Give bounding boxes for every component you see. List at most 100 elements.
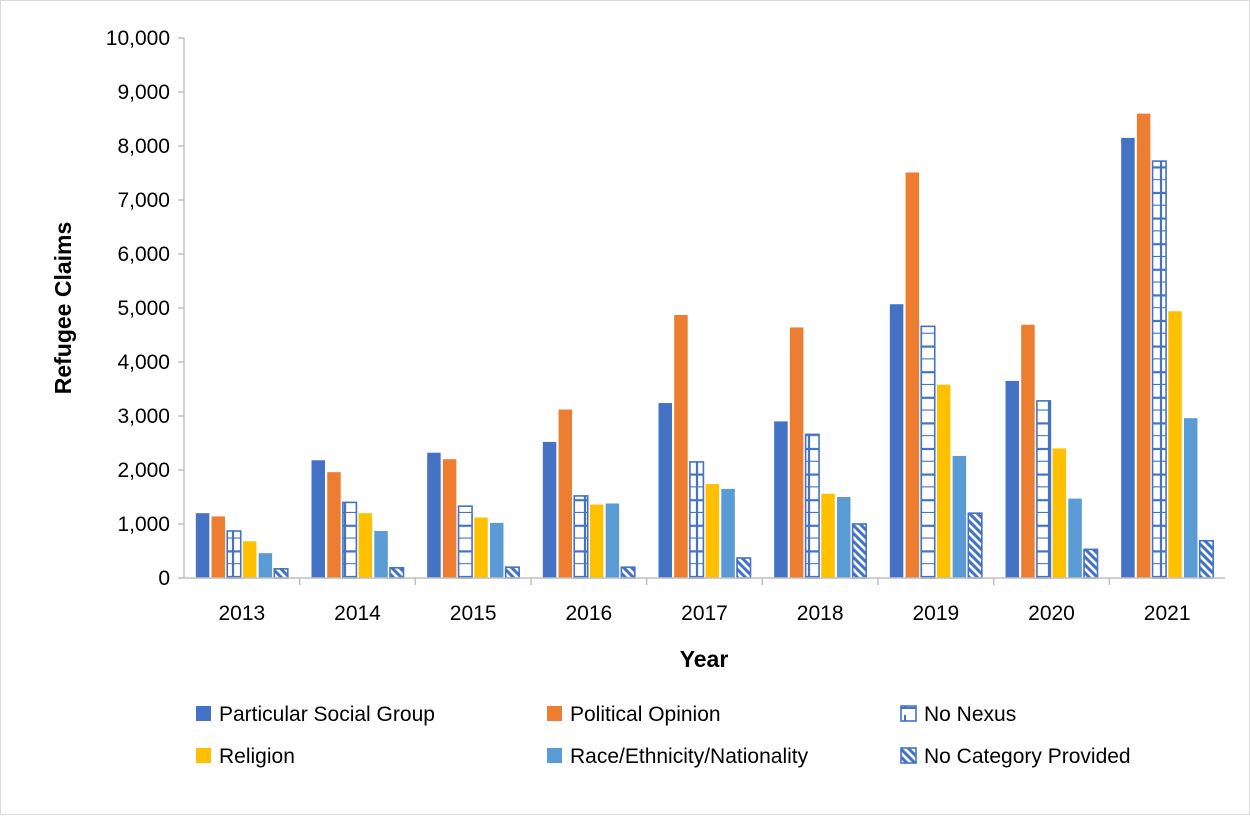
bar-race-ethnicity-nationality-2017 (721, 488, 735, 578)
bar-religion-2021 (1168, 311, 1182, 578)
legend-swatch (900, 747, 917, 764)
bar-political-opinion-2019 (905, 172, 920, 578)
bar-religion-2013 (242, 541, 257, 578)
bar-no-nexus-2015 (457, 505, 473, 579)
x-tick-label: 2020 (1028, 602, 1075, 625)
bar-no-nexus-2021 (1151, 160, 1167, 579)
bar-no-category-provided-2021 (1198, 539, 1214, 579)
bar-particular-social-group-2013 (195, 513, 210, 578)
bar-particular-social-group-2017 (658, 403, 672, 578)
bar-race-ethnicity-nationality-2019 (952, 455, 967, 578)
legend: Particular Social Group Political Opinion… (196, 703, 1131, 768)
bar-no-category-provided-2018 (851, 523, 867, 579)
bar-political-opinion-2014 (327, 472, 341, 578)
bar-no-nexus-2013 (226, 530, 242, 579)
bar-religion-2017 (705, 484, 720, 578)
bar-no-category-provided-2015 (504, 566, 520, 579)
bar-race-ethnicity-nationality-2020 (1068, 498, 1082, 578)
y-tick-label: 6,000 (117, 243, 170, 266)
y-axis-ticks: 0 1,000 2,000 3,000 4,000 5,000 6,000 7,000 8,00… (106, 27, 184, 590)
legend-swatch (547, 706, 562, 721)
bar-religion-2019 (936, 384, 951, 578)
legend-label: Race/Ethnicity/Nationality (570, 745, 809, 768)
bar-no-nexus-2017 (689, 461, 705, 579)
bar-race-ethnicity-nationality-2013 (258, 553, 273, 578)
bar-political-opinion-2018 (789, 327, 804, 578)
legend-item-no-nexus: No Nexus (900, 703, 1016, 726)
legend-label: No Category Provided (924, 745, 1131, 768)
y-axis-title: Refugee Claims (50, 222, 76, 395)
x-axis-ticks: 2013 2014 2015 2016 2017 2018 2019 2020 2021 (218, 578, 1191, 625)
bar-particular-social-group-2021 (1121, 137, 1135, 578)
bar-religion-2018 (821, 493, 835, 578)
bar-race-ethnicity-nationality-2014 (374, 531, 388, 578)
bar-no-category-provided-2019 (967, 512, 983, 579)
x-tick-label: 2019 (912, 602, 959, 625)
bar-no-category-provided-2016 (620, 566, 636, 579)
legend-item-religion: Religion (196, 745, 295, 768)
bar-no-category-provided-2013 (273, 568, 289, 579)
bar-religion-2016 (589, 504, 604, 578)
bar-no-nexus-2018 (804, 433, 820, 579)
legend-item-no-category-provided: No Category Provided (900, 745, 1131, 768)
bar-particular-social-group-2018 (774, 421, 788, 578)
bar-no-category-provided-2020 (1083, 548, 1099, 579)
legend-swatch (196, 706, 211, 721)
x-tick-label: 2014 (334, 602, 381, 625)
legend-swatch (547, 748, 562, 763)
y-tick-label: 5,000 (117, 297, 170, 320)
bar-race-ethnicity-nationality-2015 (489, 522, 504, 578)
legend-label: No Nexus (924, 703, 1016, 726)
bar-particular-social-group-2016 (542, 441, 557, 578)
legend-label: Political Opinion (570, 703, 721, 726)
bar-religion-2014 (358, 513, 373, 578)
x-tick-label: 2016 (565, 602, 612, 625)
legend-label: Religion (219, 745, 295, 768)
bar-particular-social-group-2020 (1005, 380, 1019, 578)
legend-label: Particular Social Group (219, 703, 435, 726)
x-axis-title: Year (680, 646, 729, 672)
bar-particular-social-group-2015 (427, 452, 441, 578)
bar-political-opinion-2021 (1136, 113, 1151, 578)
bar-race-ethnicity-nationality-2021 (1183, 418, 1198, 578)
y-tick-label: 2,000 (117, 459, 170, 482)
bar-political-opinion-2020 (1021, 324, 1035, 578)
bar-political-opinion-2013 (211, 516, 226, 578)
bar-no-nexus-2014 (342, 501, 358, 579)
y-tick-label: 1,000 (117, 513, 170, 536)
bar-race-ethnicity-nationality-2018 (836, 497, 851, 578)
bar-race-ethnicity-nationality-2016 (605, 503, 620, 578)
legend-swatch (900, 705, 917, 722)
y-tick-label: 3,000 (117, 405, 170, 428)
x-tick-label: 2015 (450, 602, 497, 625)
bar-political-opinion-2016 (558, 409, 573, 578)
bar-no-nexus-2016 (573, 495, 589, 579)
bar-no-category-provided-2017 (736, 557, 752, 579)
x-tick-label: 2017 (681, 602, 728, 625)
y-tick-label: 0 (158, 567, 170, 590)
x-tick-label: 2021 (1144, 602, 1191, 625)
bars (195, 113, 1214, 579)
bar-particular-social-group-2014 (311, 460, 325, 578)
bar-political-opinion-2017 (674, 315, 688, 578)
bar-religion-2015 (474, 517, 488, 578)
y-tick-label: 8,000 (117, 135, 170, 158)
legend-item-race-ethnicity-nationality: Race/Ethnicity/Nationality (547, 745, 809, 768)
legend-item-particular-social-group: Particular Social Group (196, 703, 435, 726)
y-tick-label: 9,000 (117, 81, 170, 104)
bar-no-nexus-2020 (1036, 400, 1052, 579)
y-tick-label: 10,000 (106, 27, 170, 50)
bar-political-opinion-2015 (442, 459, 457, 578)
bar-no-nexus-2019 (920, 325, 936, 579)
bar-religion-2020 (1052, 448, 1067, 578)
legend-item-political-opinion: Political Opinion (547, 703, 721, 726)
x-tick-label: 2018 (797, 602, 844, 625)
bar-no-category-provided-2014 (389, 566, 405, 579)
y-tick-label: 4,000 (117, 351, 170, 374)
bar-particular-social-group-2019 (889, 304, 904, 578)
legend-swatch (196, 748, 211, 763)
y-tick-label: 7,000 (117, 189, 170, 212)
x-tick-label: 2013 (218, 602, 265, 625)
